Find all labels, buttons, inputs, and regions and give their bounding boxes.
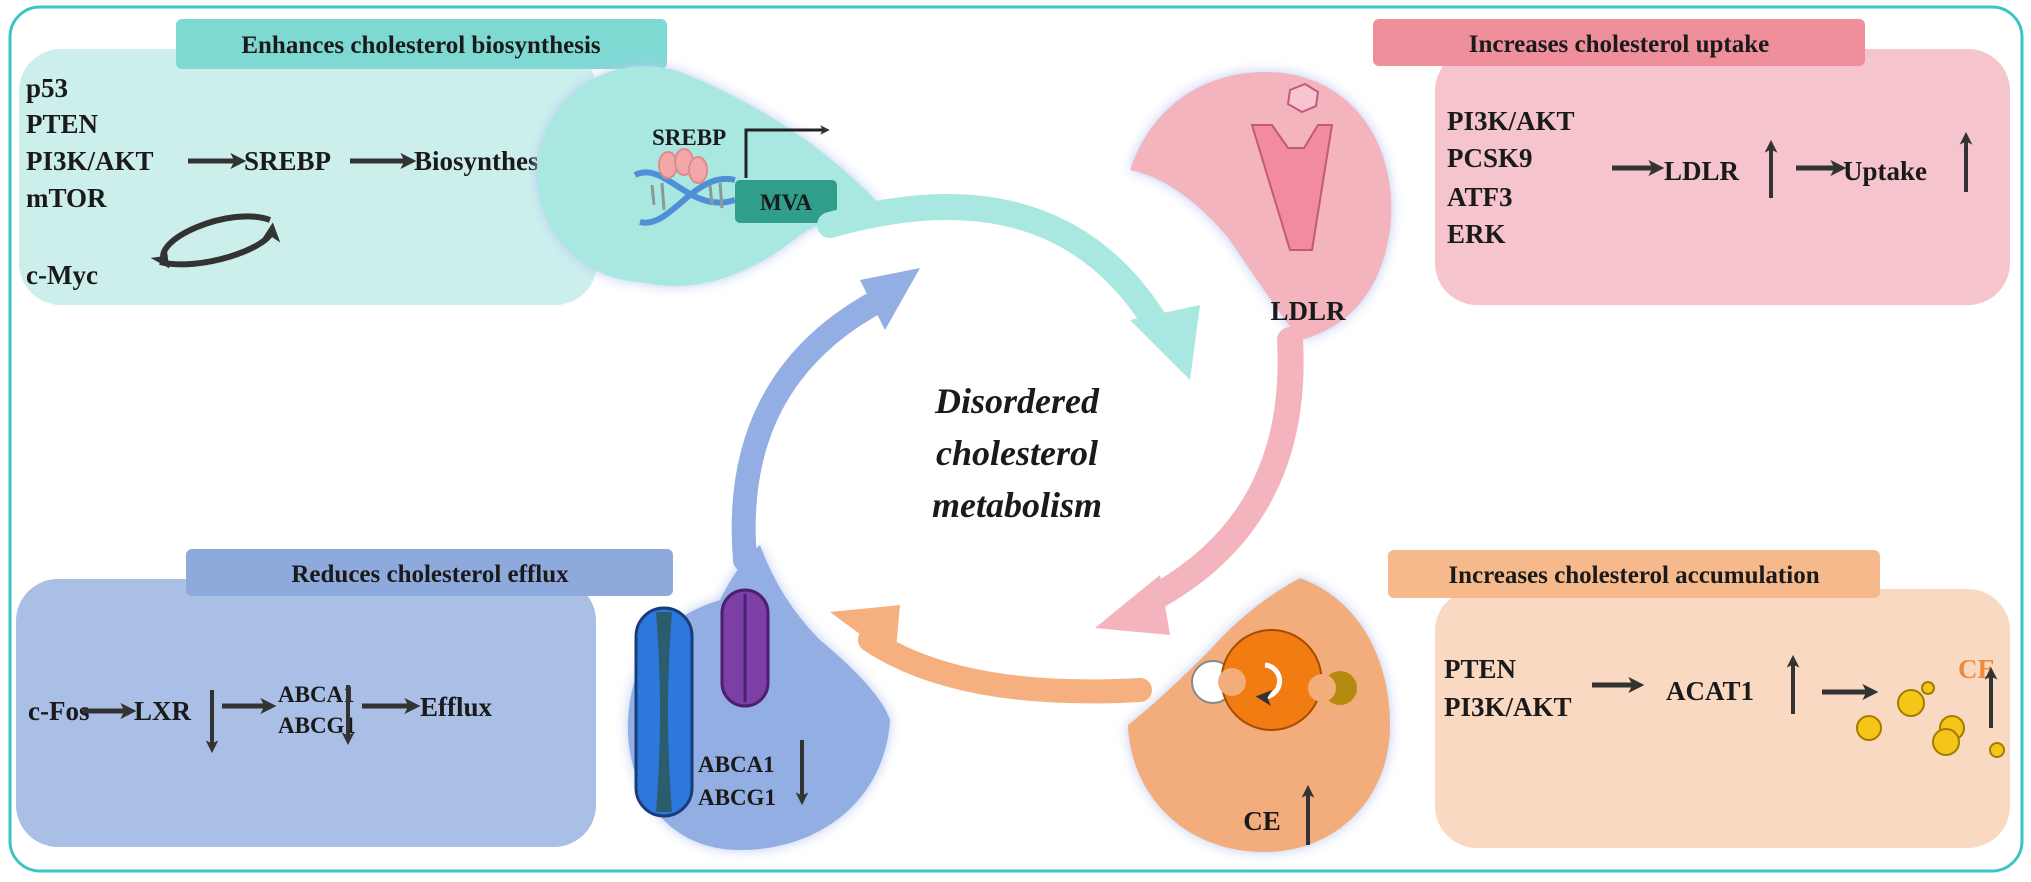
regulator-atf3: ATF3	[1447, 182, 1513, 212]
orange-cycle-arrow	[830, 605, 1152, 704]
ldlr-receptor-icon	[1250, 82, 1334, 251]
dna-helix-icon	[633, 148, 736, 226]
cycle-arrows	[731, 194, 1304, 704]
mva-gene-box	[735, 180, 837, 223]
uptake-panel: Increases cholesterol uptake PI3K/AKT PC…	[1130, 19, 2010, 340]
biosynthesis-title: Enhances cholesterol biosynthesis	[241, 32, 601, 59]
uptake-title-bar	[1373, 19, 1865, 66]
efflux-title-bar	[186, 549, 673, 596]
biosynthesis-panel: Enhances cholesterol biosynthesis p53 PT…	[19, 19, 880, 305]
efflux-outcome: Efflux	[420, 692, 493, 722]
uptake-outcome: Uptake	[1843, 156, 1927, 186]
blob-abca1-label: ABCA1	[698, 752, 775, 777]
feedback-loop-icon	[150, 213, 281, 269]
regulator-p53: p53	[26, 73, 68, 103]
lxr-label: LXR	[134, 696, 192, 726]
teal-cycle-arrow	[817, 194, 1200, 380]
blob-ldlr-label: LDLR	[1270, 296, 1346, 326]
transcription-arrow-icon	[744, 125, 830, 178]
biosynthesis-blob	[536, 66, 880, 286]
blob-ce-label: CE	[1243, 806, 1281, 836]
blob-abcg1-label: ABCG1	[698, 785, 776, 810]
efflux-title: Reduces cholesterol efflux	[291, 561, 569, 588]
blue-cycle-arrow	[731, 268, 920, 572]
center-label-line-3: metabolism	[932, 485, 1102, 525]
uptake-title: Increases cholesterol uptake	[1469, 31, 1769, 58]
regulator-pi3k-akt: PI3K/AKT	[26, 146, 154, 176]
blob-srebp-label: SREBP	[652, 125, 726, 150]
efflux-box	[16, 579, 596, 847]
regulator-pten: PTEN	[1444, 654, 1517, 684]
biosynthesis-box	[19, 49, 597, 305]
regulator-pi3k-akt: PI3K/AKT	[1444, 692, 1572, 722]
center-label-line-1: Disordered	[934, 381, 1100, 421]
acat1-label: ACAT1	[1666, 676, 1754, 706]
biosynthesis-outcome: Biosynthesis	[414, 146, 557, 176]
regulator-pi3k-akt: PI3K/AKT	[1447, 106, 1575, 136]
center-label-line-2: cholesterol	[936, 433, 1098, 473]
pink-cycle-arrow	[1095, 327, 1304, 635]
accumulation-title-bar	[1388, 550, 1880, 598]
ldlr-label: LDLR	[1664, 156, 1740, 186]
regulator-pten: PTEN	[26, 109, 99, 139]
accumulation-panel: Increases cholesterol accumulation PTEN …	[1128, 550, 2010, 852]
lipid-droplets-icon	[1856, 681, 2005, 758]
regulator-c-fos: c-Fos	[28, 696, 89, 726]
srebp-label: SREBP	[244, 146, 331, 176]
center-label: Disordered cholesterol metabolism	[932, 381, 1102, 525]
abcg1-transporter-icon	[720, 588, 770, 708]
regulator-pcsk9: PCSK9	[1447, 143, 1533, 173]
uptake-box	[1435, 49, 2010, 305]
accumulation-box	[1435, 589, 2010, 848]
mva-label: MVA	[760, 190, 812, 215]
acat1-enzyme-icon	[1191, 628, 1357, 732]
regulator-mtor: mTOR	[26, 183, 107, 213]
efflux-panel: Reduces cholesterol efflux c-Fos LXR ABC…	[16, 545, 890, 850]
abca1-transporter-icon	[634, 606, 694, 818]
regulator-erk: ERK	[1447, 219, 1506, 249]
biosynthesis-title-bar	[176, 19, 667, 69]
abca1-label: ABCA1	[278, 682, 355, 707]
regulator-c-myc: c-Myc	[26, 260, 98, 290]
accumulation-title: Increases cholesterol accumulation	[1448, 562, 1819, 589]
abcg1-label: ABCG1	[278, 713, 356, 738]
